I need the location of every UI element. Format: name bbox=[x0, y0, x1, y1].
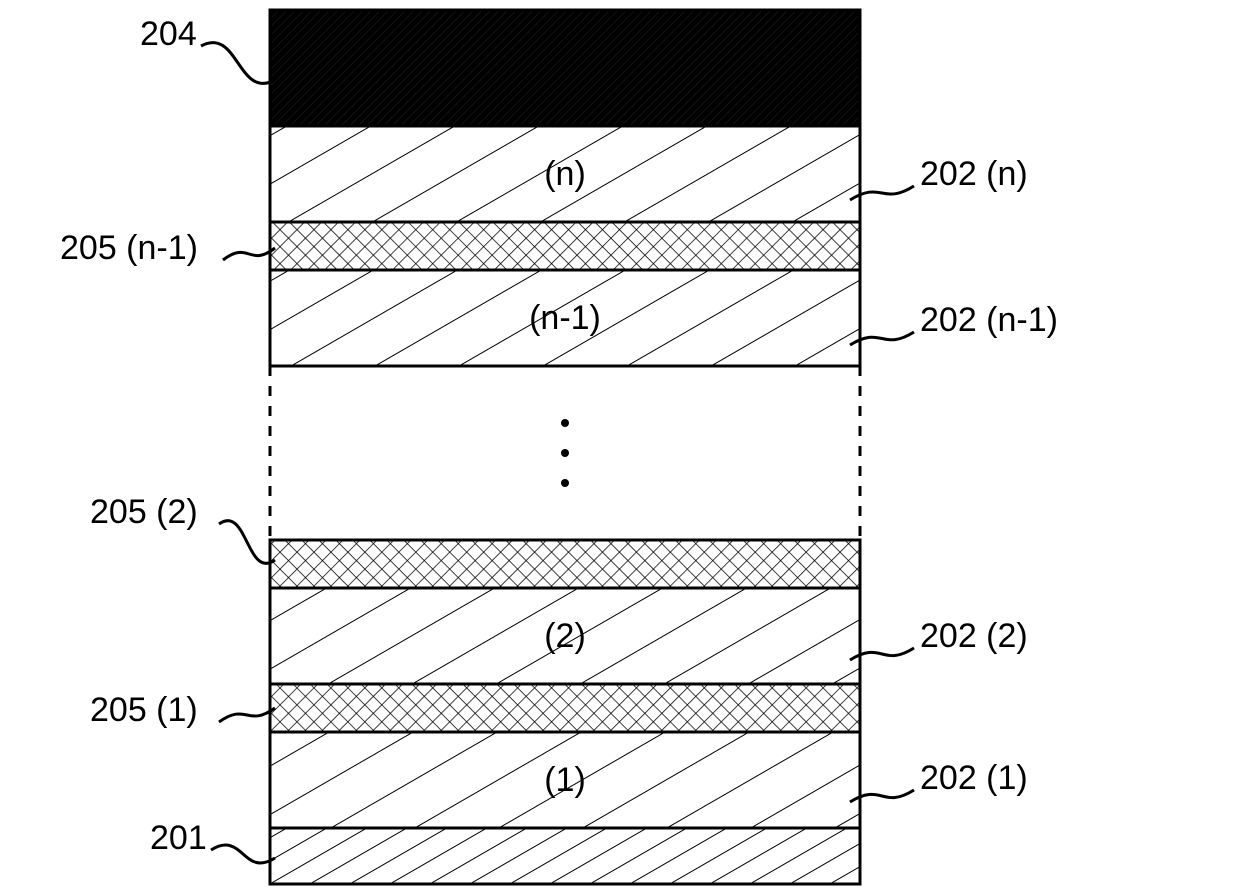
annotation-205(n-1): 205 (n-1) bbox=[60, 229, 275, 267]
layer-205(2) bbox=[270, 540, 860, 588]
layer-204 bbox=[270, 10, 860, 126]
leader-line bbox=[219, 708, 275, 722]
annotation-label: 202 (n-1) bbox=[920, 301, 1058, 339]
layer-stack-diagram: (n) (n-1) (2) (1) 204 202 (n) 205 (n-1) 202 (n… bbox=[0, 0, 1240, 888]
annotation-label: 204 bbox=[140, 15, 197, 53]
layer-202(1): (1) bbox=[270, 732, 860, 828]
annotation-201: 201 bbox=[150, 819, 275, 863]
layer-inner-label: (n) bbox=[544, 155, 586, 193]
annotation-label: 201 bbox=[150, 819, 207, 857]
annotation-label: 205 (n-1) bbox=[60, 229, 198, 267]
annotation-202(n-1): 202 (n-1) bbox=[850, 301, 1058, 345]
layer-202(n-1): (n-1) bbox=[270, 270, 860, 366]
annotation-205(1): 205 (1) bbox=[90, 691, 275, 729]
annotation-202(1): 202 (1) bbox=[850, 759, 1028, 802]
layer-202(n): (n) bbox=[270, 126, 860, 222]
annotation-label: 202 (2) bbox=[920, 617, 1028, 655]
ellipsis-dot bbox=[561, 449, 569, 457]
leader-line bbox=[201, 43, 275, 84]
layer-201 bbox=[270, 828, 860, 884]
annotation-204: 204 bbox=[140, 15, 275, 83]
annotation-202(2): 202 (2) bbox=[850, 617, 1028, 660]
annotation-label: 205 (2) bbox=[90, 493, 198, 531]
annotation-label: 202 (n) bbox=[920, 155, 1028, 193]
leader-line bbox=[211, 845, 275, 863]
annotation-202(n): 202 (n) bbox=[850, 155, 1028, 200]
leader-line bbox=[223, 248, 275, 260]
ellipsis-dot bbox=[561, 419, 569, 427]
leader-line bbox=[219, 521, 275, 564]
layer-inner-label: (n-1) bbox=[529, 299, 601, 337]
layer-inner-label: (2) bbox=[544, 617, 586, 655]
layer-202(2): (2) bbox=[270, 588, 860, 684]
layer-205(n-1) bbox=[270, 222, 860, 270]
annotation-205(2): 205 (2) bbox=[90, 493, 275, 563]
layer-205(1) bbox=[270, 684, 860, 732]
ellipsis-dot bbox=[561, 479, 569, 487]
annotation-label: 202 (1) bbox=[920, 759, 1028, 797]
layer-inner-label: (1) bbox=[544, 761, 586, 799]
annotation-label: 205 (1) bbox=[90, 691, 198, 729]
